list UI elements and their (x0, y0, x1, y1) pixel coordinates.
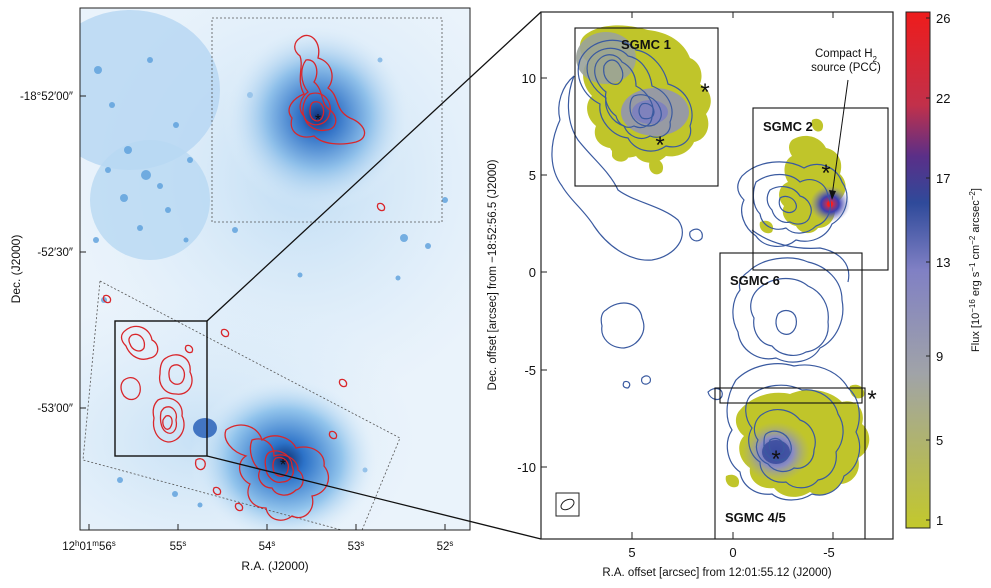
colorbar-ticks (926, 17, 930, 521)
pcc-annotation-line1: Compact H2 (815, 48, 878, 64)
x-tick-label: 5 (628, 545, 635, 560)
emission-patch (576, 32, 636, 84)
right-panel-frame (540, 11, 894, 540)
star-marker: * (771, 446, 780, 473)
red-contours (102, 34, 386, 521)
sgmc-45-box (714, 387, 866, 539)
dec-tick-label: -52′30″ (37, 247, 73, 259)
sgmc-1-box (574, 27, 719, 187)
y-tick-label: 0 (529, 265, 536, 280)
right-panel: * * * * * SGMC 1 SGMC 2 SGMC 6 (487, 11, 894, 579)
sgmc-1-label: SGMC 1 (621, 37, 671, 52)
colorbar-tick-label: 26 (936, 11, 950, 26)
ra-tick-label: 52s (437, 539, 454, 554)
x-tick-label: 0 (729, 545, 736, 560)
beam-ellipse (560, 498, 575, 511)
colorbar-tick-label: 13 (936, 255, 950, 270)
sgmc-boxes (574, 27, 889, 539)
star-marker: * (280, 457, 286, 474)
star-marker: * (867, 386, 876, 413)
star-marker: * (821, 160, 830, 187)
y-tick-label: 10 (522, 71, 536, 86)
x-tick-label: -5 (823, 545, 835, 560)
sgmc-2-box (752, 107, 889, 271)
dec-axis-label: Dec. (J2000) (9, 235, 23, 304)
zoom-region-south (82, 280, 401, 530)
blue-contours (551, 39, 861, 501)
y-tick-label: -5 (524, 363, 536, 378)
emission-patch (632, 100, 668, 124)
ra-tick-label: 55s (170, 539, 187, 554)
colorbar: 26 22 17 13 9 5 1 Flux [10−16 erg s−1 cm… (905, 11, 983, 529)
zoom-connector-lines (206, 11, 542, 540)
star-marker: * (700, 79, 709, 106)
colorbar-label: Flux [10−16 erg s−1 cm−2 arcsec−2] (968, 188, 983, 352)
zoom-region-north (211, 17, 443, 223)
colorbar-gradient (905, 11, 931, 529)
colorbar-tick-label: 9 (936, 349, 943, 364)
right-image: * * * * * (551, 25, 889, 539)
ra-tick-label: 54s (259, 539, 276, 554)
colorbar-tick-label: 17 (936, 171, 950, 186)
sgmc-6-box (719, 252, 863, 404)
left-ticks (80, 95, 446, 530)
star-marker: * (315, 112, 321, 129)
beam-box (555, 492, 580, 517)
y-axis-label: Dec. offset [arcsec] from −18:52:56.5 (J… (487, 159, 499, 390)
x-axis-label: R.A. offset [arcsec] from 12:01:55.12 (J… (602, 567, 831, 579)
star-markers-left: * * (280, 112, 321, 474)
y-tick-label: -10 (517, 460, 536, 475)
dec-tick-label: -18°52′00″ (20, 91, 73, 103)
colorbar-tick-label: 22 (936, 91, 950, 106)
colorbar-tick-label: 5 (936, 433, 943, 448)
left-panel-frame (79, 7, 471, 531)
right-ticks (541, 12, 834, 539)
star-marker: * (655, 132, 664, 159)
sgmc-6-label: SGMC 6 (730, 273, 780, 288)
left-image: * * (80, 8, 470, 530)
y-tick-label: 5 (529, 168, 536, 183)
pcc-pointer (831, 79, 849, 197)
sgmc-45-label: SGMC 4/5 (725, 510, 786, 525)
pcc-pointer-head (829, 190, 836, 200)
zoom-source-box (114, 320, 208, 457)
star-markers-right: * * * * * (655, 79, 876, 473)
sgmc-2-label: SGMC 2 (763, 119, 813, 134)
ra-tick-label: 12h01m56s (62, 539, 116, 554)
ra-axis-label: R.A. (J2000) (241, 559, 308, 573)
left-panel: * * -18°52′00″ -52′30″ -53′00″ Dec. (J20… (9, 7, 471, 573)
ra-tick-label: 53s (348, 539, 365, 554)
dec-tick-label: -53′00″ (37, 403, 73, 415)
pcc-annotation-line2: source (PCC) (811, 62, 881, 74)
colorbar-tick-label: 1 (936, 513, 943, 528)
